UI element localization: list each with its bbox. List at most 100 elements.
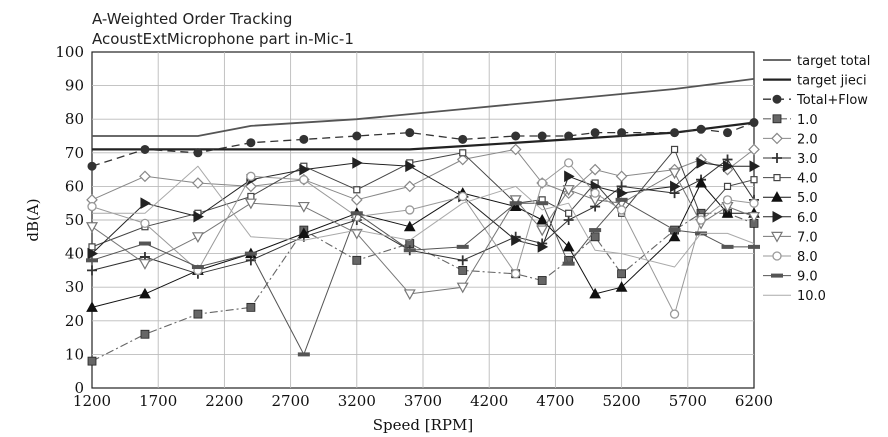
legend-item: 9.0 (763, 270, 818, 285)
data-point (617, 128, 627, 138)
data-point (562, 240, 575, 252)
data-point (352, 157, 363, 169)
data-point (511, 131, 521, 141)
data-point (456, 282, 469, 294)
x-tick-label: 5200 (603, 392, 641, 410)
data-point (511, 269, 521, 279)
legend-item: Total+Flow (763, 93, 868, 108)
data-point (350, 211, 363, 216)
legend-label: 7.0 (797, 230, 818, 245)
legend-label: 8.0 (797, 250, 818, 265)
legend-label: 1.0 (797, 113, 818, 128)
data-point (458, 191, 468, 202)
legend-swatch-marker (772, 94, 782, 104)
data-point (617, 187, 628, 199)
legend-swatch-marker (772, 153, 782, 163)
data-point (459, 149, 467, 157)
data-point (405, 128, 415, 138)
legend-item: 8.0 (763, 250, 818, 265)
data-point (537, 276, 547, 285)
data-point (615, 281, 628, 292)
x-axis-label: Speed [RPM] (373, 416, 473, 434)
data-point (193, 148, 203, 158)
data-point (138, 241, 151, 246)
data-point (246, 302, 256, 312)
y-tick-label: 0 (74, 379, 84, 397)
y-tick-label: 20 (65, 312, 84, 330)
data-point (669, 309, 680, 319)
data-point (748, 244, 760, 249)
x-tick-label: 4200 (470, 392, 508, 410)
data-point (509, 143, 522, 156)
data-point (299, 134, 309, 144)
x-tick-label: 2700 (272, 392, 310, 410)
data-point (86, 258, 98, 263)
series-layer (85, 78, 761, 366)
data-point (352, 255, 362, 265)
legend-label: 4.0 (797, 172, 818, 187)
data-point (456, 153, 469, 166)
data-point (403, 180, 416, 193)
data-point (350, 193, 363, 206)
y-tick-label: 10 (65, 345, 84, 363)
series-target-total (92, 78, 755, 137)
data-point (458, 265, 468, 275)
y-tick-label: 90 (65, 77, 84, 95)
data-point (138, 259, 151, 270)
data-point (193, 210, 204, 223)
legend-item: target jieci (763, 74, 867, 89)
legend-item: 6.0 (763, 211, 818, 226)
data-point (696, 124, 706, 134)
data-point (590, 232, 600, 242)
data-point (616, 205, 627, 215)
data-point (458, 134, 468, 144)
data-point (297, 352, 310, 357)
legend-swatch-marker (772, 114, 782, 124)
data-point (246, 171, 256, 181)
data-point (695, 177, 707, 188)
data-point (87, 247, 99, 260)
y-tick-label: 40 (65, 245, 84, 263)
data-point (564, 170, 575, 183)
legend-label: 3.0 (797, 152, 818, 167)
legend-item: 7.0 (763, 230, 818, 245)
data-point (615, 197, 628, 202)
data-point (722, 154, 733, 165)
data-point (562, 261, 575, 266)
data-point (748, 143, 760, 156)
data-point (140, 197, 151, 210)
data-point (589, 228, 602, 233)
data-point (749, 118, 759, 128)
data-point (668, 228, 681, 233)
data-point (723, 182, 732, 190)
data-point (670, 128, 680, 138)
data-point (85, 222, 99, 233)
data-point (350, 228, 363, 240)
data-point (668, 168, 681, 180)
data-point (139, 287, 151, 299)
x-tick-label: 6200 (735, 392, 773, 410)
data-point (246, 138, 256, 148)
data-point (403, 248, 416, 253)
data-point (670, 145, 679, 154)
data-point (405, 160, 416, 173)
data-point (669, 188, 680, 199)
legend-swatch-marker (773, 174, 781, 182)
data-point (139, 170, 151, 183)
legend-label: target total (797, 54, 870, 69)
data-point (86, 301, 98, 312)
data-point (297, 201, 310, 213)
data-point (247, 192, 255, 201)
legend-swatch-marker (771, 132, 783, 145)
data-point (457, 255, 468, 266)
data-point (87, 161, 97, 171)
data-point (536, 213, 549, 225)
x-tick-label: 1200 (73, 392, 111, 410)
chart-title: A-Weighted Order Tracking (92, 10, 292, 28)
data-point (589, 287, 601, 299)
x-tick-labels: 1200 1700 2200 2700 3200 3700 4200 4700 5200 5700… (73, 392, 773, 410)
chart-subtitle: AcoustExtMicrophone part in-Mic-1 (92, 30, 354, 48)
legend: target total target jieci Total+Flow 1.0 2.0… (763, 54, 870, 304)
data-point (615, 170, 628, 183)
legend-item: 4.0 (763, 172, 818, 187)
